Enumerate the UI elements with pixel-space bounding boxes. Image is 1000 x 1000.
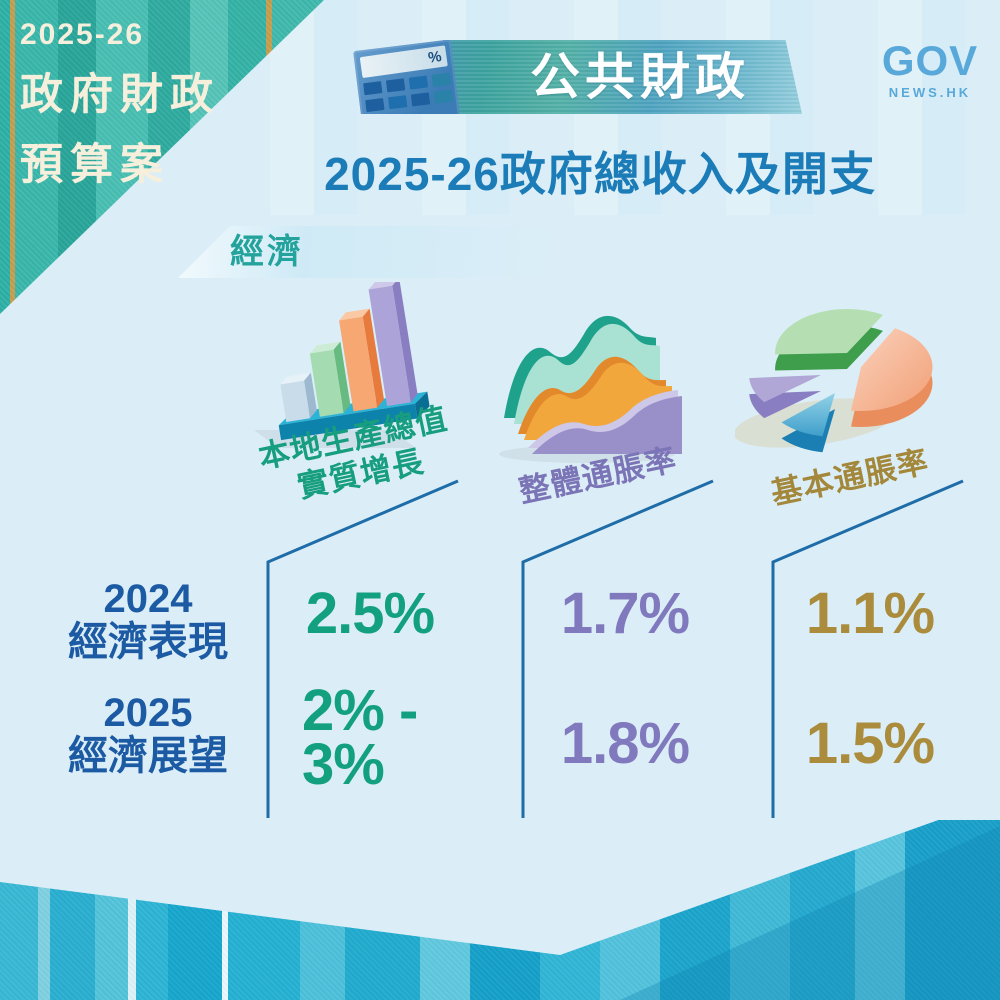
row-header-2025: 2025 經濟展望 (36, 691, 260, 779)
value-2024-underlying: 1.1% (805, 581, 935, 646)
row-label-2024: 經濟表現 (68, 620, 228, 665)
value-2025-gdp-line1: 2% - (302, 678, 418, 743)
govnews-logo: GOV news.hk (866, 37, 994, 101)
section-banner (178, 226, 570, 278)
row-label-2025: 經濟展望 (68, 734, 228, 779)
govnews-logo-gov: GOV (881, 37, 979, 84)
value-2024-gdp: 2.5% (305, 581, 435, 646)
value-2025-gdp-range: 2% - 3% (302, 678, 482, 797)
badge-line1: 政府財政 (20, 71, 220, 119)
calculator-body: % (353, 40, 461, 114)
area-chart-3d-icon (492, 292, 692, 464)
bottom-band-decoration (0, 820, 1000, 1000)
calculator-keys (363, 72, 453, 113)
banner-title: 公共財政 (530, 49, 750, 105)
section-tag-economy: 經濟 (230, 233, 304, 271)
value-2025-underlying: 1.5% (805, 711, 935, 776)
row-header-2024: 2024 經濟表現 (36, 577, 260, 665)
header-banner (390, 40, 802, 114)
pie-chart-3d-icon (735, 293, 960, 458)
row-year-2025: 2025 (103, 691, 193, 735)
calculator-icon: % (350, 40, 466, 114)
calculator-display: % (359, 45, 448, 79)
page-title: 2025-26政府總收入及開支 (324, 148, 876, 200)
row-year-2024: 2024 (103, 577, 193, 621)
value-2025-gdp-line2: 3% (302, 732, 385, 797)
badge-line2: 預算案 (20, 141, 170, 189)
bar-chart-3d-icon (252, 282, 442, 452)
govnews-logo-domain: news.hk (888, 85, 972, 100)
badge-year: 2025-26 (20, 18, 145, 51)
value-2025-headline: 1.8% (560, 711, 690, 776)
value-2024-headline: 1.7% (560, 581, 690, 646)
budget-badge: 2025-26 政府財政 預算案 (20, 18, 220, 192)
